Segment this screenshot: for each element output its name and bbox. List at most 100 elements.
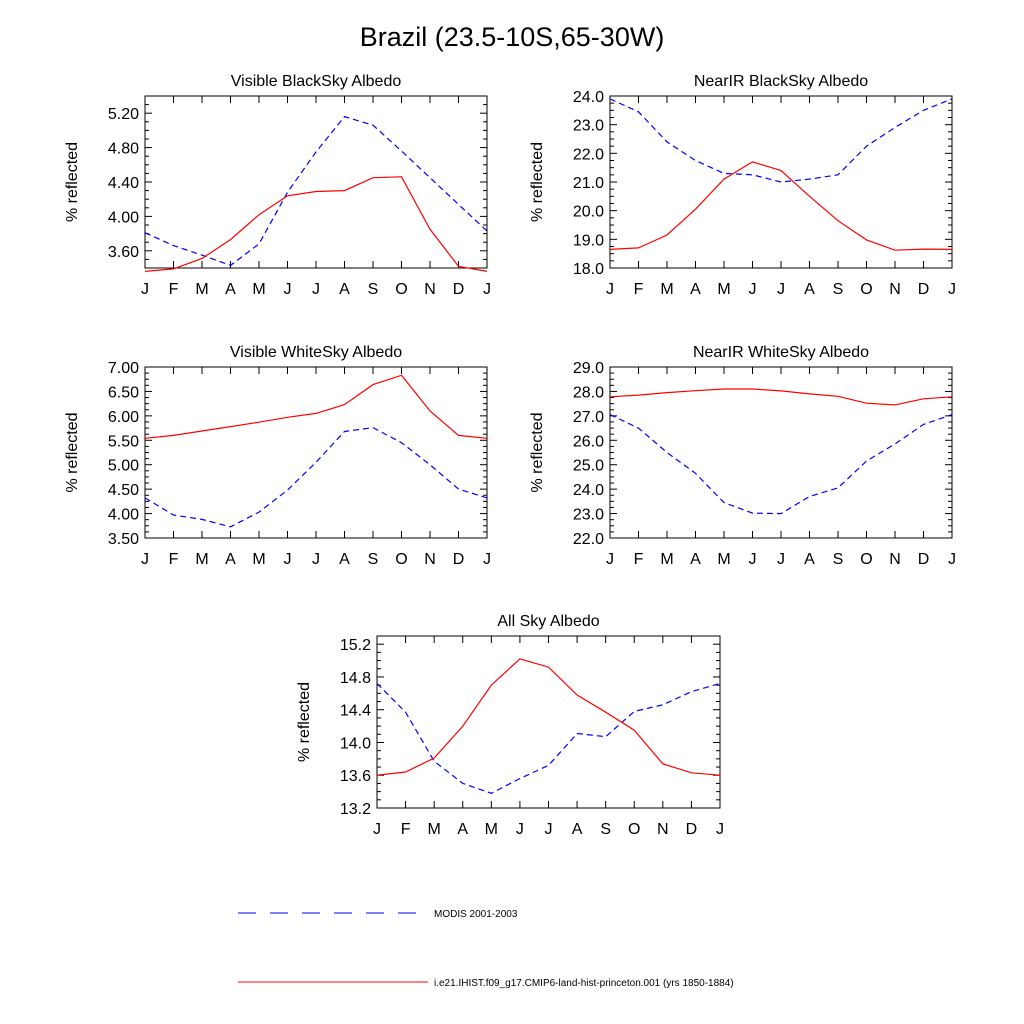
x-tick-label: A — [804, 281, 815, 298]
x-tick-label: M — [717, 281, 730, 298]
series-line-model — [144, 374, 488, 439]
x-tick-label: S — [833, 551, 844, 568]
series-line-model — [376, 658, 721, 776]
y-tick-label: 18.0 — [573, 261, 604, 278]
y-tick-label: 5.50 — [108, 433, 139, 450]
y-tick-label: 20.0 — [573, 204, 604, 221]
x-tick-label: M — [717, 551, 730, 568]
y-tick-label: 26.0 — [573, 433, 604, 450]
chart-panel: Visible BlackSky Albedo % reflected 3.60 4.… — [64, 73, 491, 298]
x-tick-label: A — [457, 821, 468, 838]
chart-title: All Sky Albedo — [497, 613, 599, 630]
x-tick-label: N — [889, 551, 901, 568]
x-tick-label: A — [690, 281, 701, 298]
y-axis-label: % reflected — [529, 412, 546, 492]
x-tick-label: J — [284, 281, 292, 298]
x-tick-label: D — [453, 551, 465, 568]
series-line-model — [144, 176, 488, 272]
y-tick-label: 5.00 — [108, 458, 139, 475]
series-line-modis — [609, 414, 953, 515]
x-tick-label: S — [833, 281, 844, 298]
x-tick-label: F — [169, 281, 179, 298]
x-tick-label: N — [657, 821, 669, 838]
chart-title: NearIR WhiteSky Albedo — [693, 344, 869, 361]
x-tick-label: J — [141, 281, 149, 298]
page-title: Brazil (23.5-10S,65-30W) — [359, 22, 665, 52]
x-tick-label: J — [777, 281, 785, 298]
x-tick-label: J — [483, 281, 491, 298]
x-tick-label: A — [804, 551, 815, 568]
series-line-modis — [609, 98, 953, 183]
x-tick-label: O — [628, 821, 640, 838]
y-tick-label: 14.4 — [340, 703, 371, 720]
y-tick-label: 28.0 — [573, 384, 604, 401]
chart-title: Visible BlackSky Albedo — [231, 73, 402, 90]
x-tick-label: J — [373, 821, 381, 838]
y-tick-label: 6.00 — [108, 409, 139, 426]
y-tick-label: 4.00 — [108, 209, 139, 226]
y-tick-label: 14.8 — [340, 670, 371, 687]
legend-entry: i.e21.IHIST.f09_g17.CMIP6-land-hist-prin… — [238, 978, 734, 989]
x-tick-label: J — [141, 551, 149, 568]
x-tick-label: J — [948, 551, 956, 568]
y-tick-label: 5.20 — [108, 106, 139, 123]
x-tick-label: A — [572, 821, 583, 838]
chart-panel: All Sky Albedo % reflected 13.2 13.6 14.0 14.… — [296, 613, 724, 838]
x-tick-label: J — [948, 281, 956, 298]
x-tick-label: A — [690, 551, 701, 568]
x-tick-label: M — [428, 821, 441, 838]
y-tick-label: 29.0 — [573, 360, 604, 377]
y-tick-label: 14.0 — [340, 735, 371, 752]
x-tick-label: M — [485, 821, 498, 838]
x-tick-label: O — [395, 281, 407, 298]
x-tick-label: M — [195, 551, 208, 568]
chart-panel: NearIR WhiteSky Albedo % reflected 22.0 23.… — [529, 344, 956, 568]
y-axis-label: % reflected — [529, 142, 546, 222]
legend-entry: MODIS 2001-2003 — [238, 909, 518, 920]
y-tick-label: 19.0 — [573, 232, 604, 249]
x-tick-label: D — [686, 821, 698, 838]
x-tick-label: D — [918, 281, 930, 298]
x-tick-label: A — [339, 551, 350, 568]
x-tick-label: O — [395, 551, 407, 568]
x-tick-label: J — [483, 551, 491, 568]
y-tick-label: 22.0 — [573, 531, 604, 548]
x-tick-label: J — [716, 821, 724, 838]
y-tick-label: 4.80 — [108, 141, 139, 158]
y-axis-label: % reflected — [296, 682, 313, 762]
y-tick-label: 3.50 — [108, 531, 139, 548]
x-tick-label: J — [312, 551, 320, 568]
x-tick-label: J — [606, 551, 614, 568]
series-line-model — [609, 161, 953, 251]
series-line-model — [609, 388, 953, 406]
y-tick-label: 25.0 — [573, 458, 604, 475]
x-tick-label: F — [634, 281, 644, 298]
y-tick-label: 22.0 — [573, 146, 604, 163]
plot-frame — [144, 366, 488, 539]
y-tick-label: 13.2 — [340, 801, 371, 818]
x-tick-label: N — [424, 281, 436, 298]
x-tick-label: O — [860, 551, 872, 568]
y-tick-label: 4.00 — [108, 507, 139, 524]
x-tick-label: A — [339, 281, 350, 298]
x-tick-label: F — [634, 551, 644, 568]
x-tick-label: M — [195, 281, 208, 298]
x-tick-label: F — [169, 551, 179, 568]
x-tick-label: F — [401, 821, 411, 838]
y-tick-label: 15.2 — [340, 637, 371, 654]
series-line-modis — [144, 426, 488, 528]
x-tick-label: M — [660, 281, 673, 298]
x-tick-label: M — [252, 551, 265, 568]
x-tick-label: D — [453, 281, 465, 298]
x-tick-label: M — [660, 551, 673, 568]
chart-title: NearIR BlackSky Albedo — [694, 73, 868, 90]
y-tick-label: 3.60 — [108, 244, 139, 261]
y-tick-label: 27.0 — [573, 409, 604, 426]
y-axis-label: % reflected — [64, 412, 81, 492]
x-tick-label: N — [424, 551, 436, 568]
x-tick-label: S — [600, 821, 611, 838]
y-tick-label: 24.0 — [573, 482, 604, 499]
x-tick-label: M — [252, 281, 265, 298]
x-tick-label: J — [284, 551, 292, 568]
chart-panel: Visible WhiteSky Albedo % reflected 3.50 4.… — [64, 344, 491, 568]
